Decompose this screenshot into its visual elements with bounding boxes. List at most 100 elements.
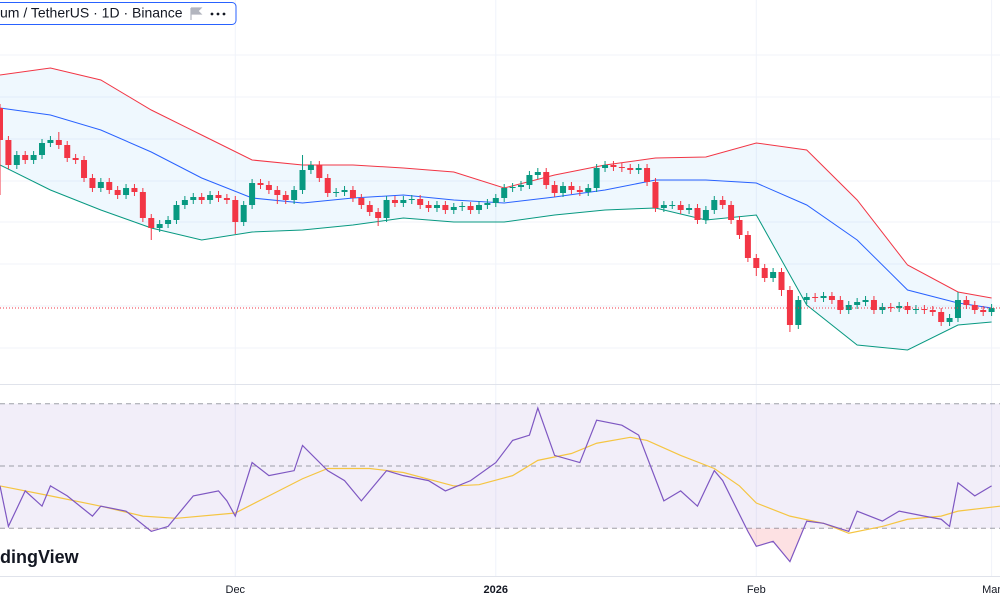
candle-body xyxy=(391,200,398,203)
candle-body xyxy=(610,165,617,167)
candle-body xyxy=(484,203,491,205)
watermark: dingView xyxy=(0,547,80,567)
rsi-ma-line xyxy=(0,436,1000,534)
candle-body xyxy=(265,185,272,190)
candle-body xyxy=(543,172,550,185)
candle-body xyxy=(55,140,62,145)
candle-body xyxy=(383,200,390,218)
candle-body xyxy=(291,190,298,200)
candle-body xyxy=(400,200,407,203)
candle-body xyxy=(652,182,659,208)
more-dot[interactable] xyxy=(222,12,226,16)
candle-body xyxy=(97,182,104,188)
candle-body xyxy=(954,300,961,318)
x-tick-label: Feb xyxy=(747,584,766,596)
candle-body xyxy=(0,108,3,140)
candle-body xyxy=(366,205,373,212)
candle-body xyxy=(307,165,314,170)
candle-body xyxy=(904,306,911,310)
candle-body xyxy=(854,302,861,305)
candle-body xyxy=(257,183,264,185)
candle-body xyxy=(988,308,995,312)
candle-body xyxy=(711,200,718,210)
candle-body xyxy=(761,268,768,278)
candle-body xyxy=(778,272,785,290)
header-box xyxy=(0,2,237,25)
candle-body xyxy=(5,140,12,165)
candle-body xyxy=(862,300,869,302)
x-tick-label: Mar xyxy=(982,584,1000,596)
candle-body xyxy=(560,186,567,193)
candle-body xyxy=(501,188,508,198)
candle-body xyxy=(156,224,163,228)
candle-body xyxy=(938,312,945,322)
candle-body xyxy=(215,195,222,198)
candle-body xyxy=(47,140,54,143)
candle-body xyxy=(114,190,121,195)
candle-body xyxy=(509,187,516,188)
candle-body xyxy=(980,310,987,312)
candle-body xyxy=(719,200,726,205)
candle-body xyxy=(274,190,281,195)
candle-body xyxy=(324,178,331,193)
more-dot[interactable] xyxy=(216,12,220,16)
plot-layer xyxy=(0,67,1000,563)
candle-body xyxy=(165,220,172,224)
candle-body xyxy=(812,297,819,298)
candle-body xyxy=(173,205,180,220)
candle-body xyxy=(89,178,96,188)
candle-body xyxy=(81,160,88,178)
candle-body xyxy=(912,309,919,310)
candle-body xyxy=(30,155,37,160)
oversold-fill xyxy=(0,528,992,562)
candle-body xyxy=(475,205,482,210)
candle-body xyxy=(358,198,365,205)
candle-body xyxy=(22,155,29,160)
candle-body xyxy=(921,309,928,310)
candle-body xyxy=(728,205,735,220)
symbol-header: um / TetherUS · 1D · Binance xyxy=(0,2,237,25)
candle-body xyxy=(526,175,533,185)
candle-body xyxy=(576,190,583,192)
candle-body xyxy=(198,197,205,200)
candle-body xyxy=(795,300,802,325)
candle-body xyxy=(602,165,609,168)
candle-body xyxy=(207,195,214,200)
more-dot[interactable] xyxy=(210,12,214,16)
candle-body xyxy=(72,158,79,160)
candle-body xyxy=(635,168,642,170)
candle-body xyxy=(190,197,197,200)
candle-body xyxy=(593,168,600,188)
x-tick-label: 2026 xyxy=(484,584,508,596)
band-line xyxy=(0,164,992,351)
candle-body xyxy=(963,300,970,305)
candle-body xyxy=(316,165,323,178)
candle-body xyxy=(349,190,356,198)
candle-body xyxy=(551,185,558,193)
candle-body xyxy=(660,205,667,208)
flag-icon[interactable] xyxy=(190,7,203,20)
candle-body xyxy=(644,168,651,182)
candle-body xyxy=(39,143,46,155)
candle-body xyxy=(803,297,810,300)
candle-body xyxy=(375,212,382,218)
candle-body xyxy=(148,218,155,228)
candle-body xyxy=(492,198,499,203)
candle-body xyxy=(820,296,827,298)
candle-body xyxy=(744,235,751,258)
candle-body xyxy=(702,210,709,220)
candle-body xyxy=(694,208,701,220)
candle-body xyxy=(131,188,138,192)
symbol-title: um / TetherUS · 1D · Binance xyxy=(0,5,183,21)
candle-body xyxy=(686,208,693,210)
rsi-line xyxy=(0,406,992,563)
candle-body xyxy=(433,205,440,208)
candle-body xyxy=(896,306,903,308)
candle-body xyxy=(442,205,449,210)
candle-body xyxy=(971,305,978,310)
candle-body xyxy=(333,192,340,193)
candle-body xyxy=(618,167,625,168)
candle-body xyxy=(946,318,953,322)
